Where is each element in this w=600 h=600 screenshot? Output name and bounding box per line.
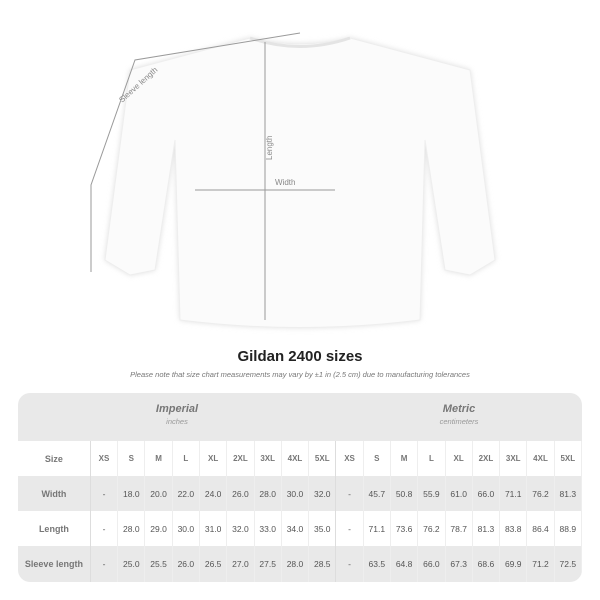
value-cell: 26.0 xyxy=(173,546,200,582)
value-cell: 30.0 xyxy=(173,511,200,546)
size-header-cell: 5XL xyxy=(309,441,337,476)
value-cell: 24.0 xyxy=(200,476,228,511)
size-header-cell: 4XL xyxy=(527,441,555,476)
value-cell: 55.9 xyxy=(418,476,446,511)
value-cell: 18.0 xyxy=(118,476,146,511)
row-label: Length xyxy=(18,511,91,546)
metric-title: Metric xyxy=(442,403,476,415)
size-header-cell: 3XL xyxy=(255,441,282,476)
shirt-body xyxy=(104,37,496,328)
value-cell: 68.6 xyxy=(473,546,501,582)
value-cell: 28.0 xyxy=(118,511,146,546)
value-cell: 88.9 xyxy=(555,511,582,546)
value-cell: - xyxy=(336,511,364,546)
value-cell: 34.0 xyxy=(282,511,310,546)
value-cell: 27.5 xyxy=(255,546,282,582)
value-cell: 71.1 xyxy=(364,511,391,546)
length-label: Length xyxy=(265,136,274,160)
value-cell: 35.0 xyxy=(309,511,337,546)
chart-title: Gildan 2400 sizes xyxy=(237,348,363,365)
size-header-cell: L xyxy=(418,441,446,476)
value-cell: 26.0 xyxy=(227,476,255,511)
value-cell: - xyxy=(336,546,364,582)
value-cell: 86.4 xyxy=(527,511,555,546)
metric-header: Metric centimeters xyxy=(336,393,582,441)
value-cell: 61.0 xyxy=(446,476,473,511)
value-cell: 28.5 xyxy=(309,546,337,582)
value-cell: 83.8 xyxy=(500,511,528,546)
imperial-header: Imperial inches xyxy=(18,393,336,441)
value-cell: 20.0 xyxy=(145,476,173,511)
value-cell: 73.6 xyxy=(391,511,419,546)
value-cell: 64.8 xyxy=(391,546,419,582)
imperial-unit: inches xyxy=(166,417,188,426)
table-row: Sleeve length -25.0 25.5 26.0 26.5 27.0 27.5 28… xyxy=(18,546,582,582)
shirt-illustration: Sleeve length Length Width xyxy=(90,32,496,328)
metric-unit: centimeters xyxy=(439,417,479,426)
value-cell: 32.0 xyxy=(227,511,255,546)
size-header-cell: XS xyxy=(336,441,364,476)
value-cell: 81.3 xyxy=(473,511,501,546)
value-cell: 33.0 xyxy=(255,511,282,546)
value-cell: 66.0 xyxy=(418,546,446,582)
row-label: Sleeve length xyxy=(18,546,91,582)
value-cell: 25.5 xyxy=(145,546,173,582)
value-cell: 31.0 xyxy=(200,511,228,546)
sleeve-measure-line xyxy=(90,32,301,272)
value-cell: 71.2 xyxy=(527,546,555,582)
value-cell: 69.9 xyxy=(500,546,528,582)
value-cell: 25.0 xyxy=(118,546,146,582)
value-cell: 67.3 xyxy=(446,546,473,582)
value-cell: 28.0 xyxy=(282,546,310,582)
value-cell: 81.3 xyxy=(555,476,582,511)
width-label: Width xyxy=(275,178,295,187)
size-header-cell: M xyxy=(391,441,419,476)
size-header-cell: S xyxy=(364,441,391,476)
size-header-cell: XL xyxy=(200,441,228,476)
tolerance-note: Please note that size chart measurements… xyxy=(130,370,470,379)
table-row: Length -28.0 29.0 30.0 31.0 32.0 33.0 34.0 35.0-… xyxy=(18,511,582,546)
row-label: Width xyxy=(18,476,91,511)
value-cell: - xyxy=(91,546,119,582)
size-header-cell: 2XL xyxy=(473,441,501,476)
table-row: Width -18.0 20.0 22.0 24.0 26.0 28.0 30.0 32.0-4… xyxy=(18,476,582,511)
size-table: Imperial inches Metric centimeters Size X… xyxy=(18,393,582,582)
size-header-row: Size XS S M L XL 2XL 3XL 4XL 5XL XS S M L XL 2XL 3XL 4XL 5… xyxy=(18,441,582,476)
value-cell: 26.5 xyxy=(200,546,228,582)
size-header-cell: 5XL xyxy=(555,441,582,476)
value-cell: - xyxy=(336,476,364,511)
value-cell: 32.0 xyxy=(309,476,337,511)
size-header-cell: XS xyxy=(91,441,119,476)
size-header-cell: XL xyxy=(446,441,473,476)
size-header-cell: 4XL xyxy=(282,441,310,476)
size-header-cell: 2XL xyxy=(227,441,255,476)
imperial-title: Imperial xyxy=(155,403,199,415)
size-header-cell: 3XL xyxy=(500,441,528,476)
value-cell: 63.5 xyxy=(364,546,391,582)
value-cell: - xyxy=(91,476,119,511)
value-cell: 22.0 xyxy=(173,476,200,511)
value-cell: 66.0 xyxy=(473,476,501,511)
value-cell: 78.7 xyxy=(446,511,473,546)
value-cell: 45.7 xyxy=(364,476,391,511)
value-cell: 28.0 xyxy=(255,476,282,511)
size-header-cell: S xyxy=(118,441,146,476)
value-cell: 71.1 xyxy=(500,476,528,511)
value-cell: 72.5 xyxy=(555,546,582,582)
value-cell: 27.0 xyxy=(227,546,255,582)
value-cell: 76.2 xyxy=(418,511,446,546)
value-cell: - xyxy=(91,511,119,546)
value-cell: 30.0 xyxy=(282,476,310,511)
value-cell: 50.8 xyxy=(391,476,419,511)
size-header-cell: M xyxy=(145,441,173,476)
value-cell: 29.0 xyxy=(145,511,173,546)
value-cell: 76.2 xyxy=(527,476,555,511)
size-header-cell: L xyxy=(173,441,200,476)
row-label: Size xyxy=(18,441,91,476)
